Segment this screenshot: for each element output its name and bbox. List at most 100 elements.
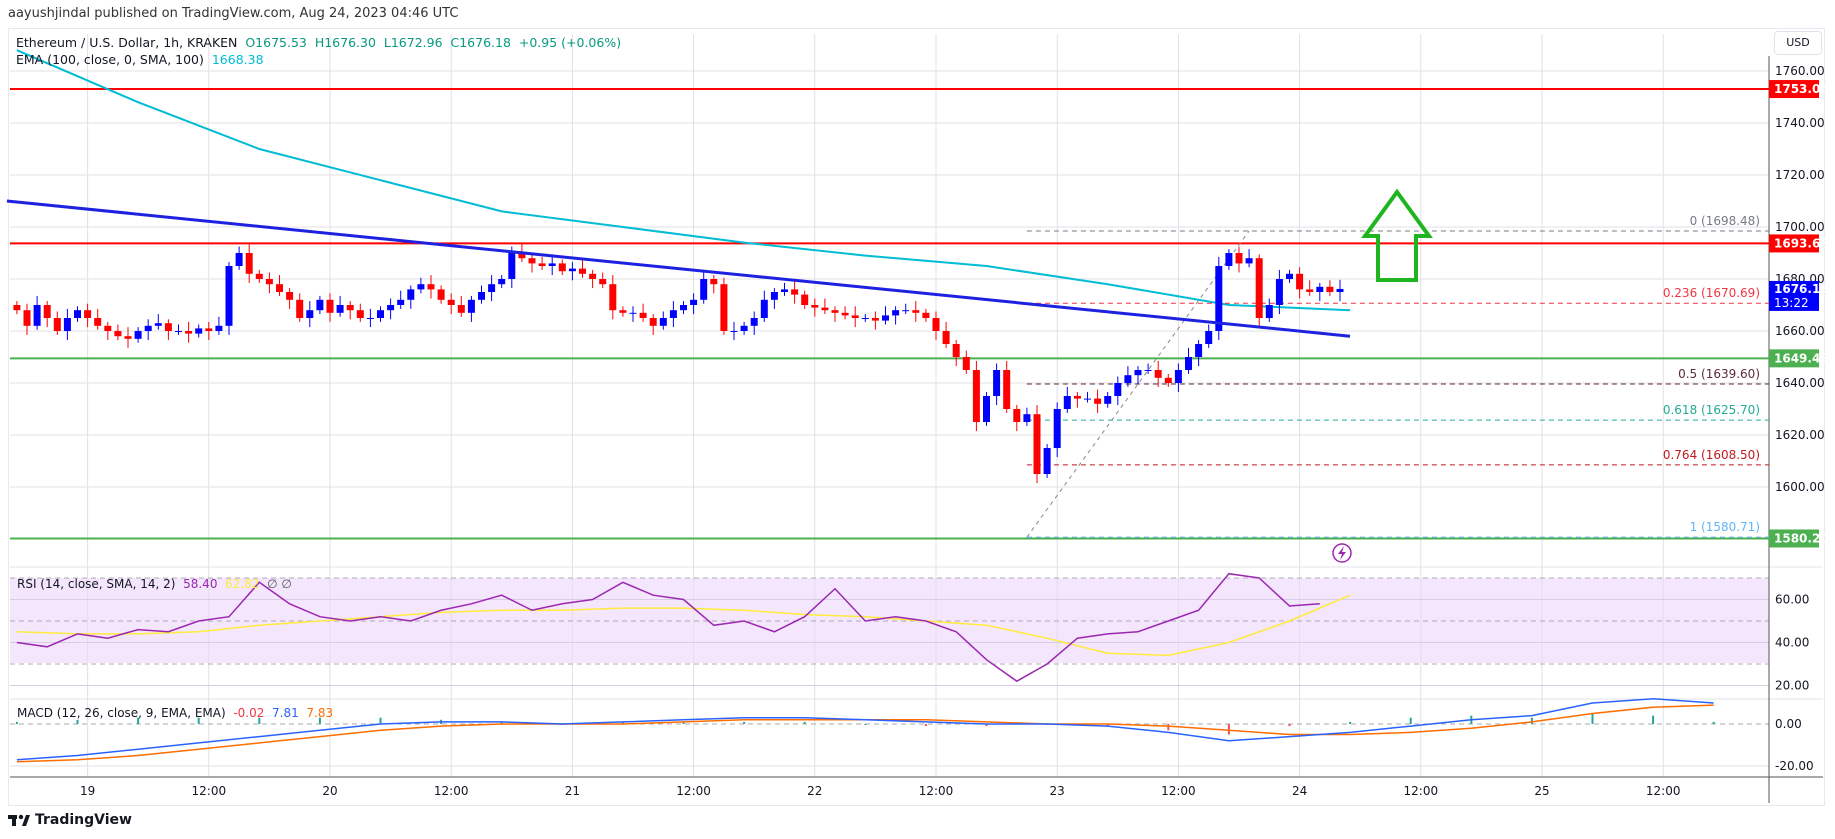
rsi-axis-label: 20.00 — [1775, 679, 1809, 693]
candle-down — [579, 268, 586, 274]
candle-up — [488, 284, 496, 292]
candle-up — [154, 323, 162, 326]
candle-down — [296, 299, 304, 318]
price-level-tag-label: 1753.06 — [1774, 82, 1829, 96]
candle-up — [1084, 398, 1091, 400]
candle-up — [498, 279, 506, 285]
candle-down — [962, 357, 970, 370]
symbol-title[interactable]: Ethereum / U.S. Dollar, 1h, KRAKEN — [16, 35, 238, 50]
macd-histogram-bar — [924, 724, 927, 727]
candle-down — [912, 310, 920, 313]
rsi-label[interactable]: RSI (14, close, SMA, 14, 2) — [17, 577, 176, 591]
candle-up — [730, 331, 738, 332]
macd-histogram-bar — [258, 717, 261, 724]
time-axis-label: 22 — [807, 784, 822, 798]
candle-down — [952, 344, 960, 357]
candle-up — [1316, 286, 1324, 292]
candle-down — [609, 284, 617, 311]
candle-up — [478, 292, 485, 300]
candle-down — [599, 279, 607, 285]
candle-down — [124, 336, 132, 339]
fib-level-label: 0.764 (1608.50) — [1663, 448, 1760, 462]
fib-trend-line — [1026, 230, 1250, 538]
tradingview-logo[interactable]: TradingView — [8, 812, 132, 828]
candle-up — [175, 331, 182, 332]
candle-down — [286, 292, 294, 300]
publisher-line: aayushjindal published on TradingView.co… — [8, 6, 459, 21]
candle-down — [518, 253, 526, 259]
candle-down — [1235, 253, 1243, 264]
candle-down — [1255, 258, 1263, 318]
price-axis-label: 1620.00 — [1775, 428, 1825, 442]
candle-down — [871, 318, 879, 321]
macd-histogram-bar — [1349, 721, 1352, 724]
candle-up — [1265, 305, 1273, 318]
macd-label[interactable]: MACD (12, 26, close, 9, EMA, EMA) — [17, 706, 226, 720]
fib-level-label: 0.236 (1670.69) — [1663, 286, 1760, 300]
candle-down — [821, 307, 829, 311]
candle-up — [700, 279, 708, 300]
candle-up — [740, 325, 748, 331]
currency-button[interactable]: USD — [1774, 31, 1822, 55]
ema-label[interactable]: EMA (100, close, 0, SMA, 100) — [16, 52, 204, 67]
candle-up — [902, 310, 910, 312]
candle-down — [255, 273, 263, 279]
fib-level-label: 0.5 (1639.60) — [1678, 367, 1760, 381]
price-axis-label: 1660.00 — [1775, 324, 1825, 338]
candle-down — [1003, 370, 1011, 409]
time-axis-label: 21 — [565, 784, 580, 798]
candle-down — [276, 284, 283, 292]
lightning-icon — [1332, 543, 1352, 563]
candle-up — [1245, 258, 1253, 264]
candle-up — [568, 268, 576, 272]
macd-legend: MACD (12, 26, close, 9, EMA, EMA) -0.02 … — [17, 706, 333, 720]
candle-up — [417, 284, 425, 290]
time-axis-label: 12:00 — [434, 784, 469, 798]
candle-down — [538, 263, 546, 266]
candle-down — [649, 318, 657, 326]
candle-up — [1023, 414, 1031, 422]
price-level-tag-label: 1649.48 — [1774, 351, 1829, 365]
candle-down — [720, 284, 728, 331]
macd-histogram-bar — [1591, 713, 1594, 724]
candle-down — [841, 312, 849, 316]
candle-down — [185, 331, 193, 334]
time-axis-label: 12:00 — [1404, 784, 1439, 798]
candle-up — [1215, 266, 1223, 331]
rsi-line — [16, 572, 1320, 683]
rsi-axis-label: 60.00 — [1775, 593, 1809, 607]
candle-down — [356, 310, 364, 318]
last-price-tag — [1769, 280, 1819, 311]
ohlc-close: C1676.18 — [450, 35, 511, 50]
candle-down — [114, 331, 122, 337]
ema-value: 1668.38 — [211, 52, 264, 67]
macd-histogram-bar — [682, 721, 685, 724]
candle-down — [94, 318, 102, 326]
macd-signal-value: 7.83 — [306, 706, 334, 720]
price-level-tag — [1769, 80, 1819, 99]
time-axis-label: 12:00 — [1646, 784, 1681, 798]
candle-down — [346, 305, 354, 311]
countdown-label: 13:22 — [1774, 296, 1809, 310]
candle-down — [23, 310, 31, 326]
candle-up — [1174, 370, 1182, 383]
ohlc-high: H1676.30 — [314, 35, 376, 50]
candle-up — [215, 325, 223, 331]
macd-histogram-bar — [1712, 721, 1715, 724]
candle-up — [1336, 288, 1344, 292]
candle-up — [1043, 448, 1051, 474]
macd-histogram-bar — [864, 724, 867, 725]
candle-up — [1144, 370, 1152, 371]
rsi-legend: RSI (14, close, SMA, 14, 2) 58.40 62.82 … — [17, 577, 292, 591]
candle-up — [1114, 383, 1122, 396]
candle-up — [387, 305, 395, 311]
candle-down — [922, 312, 930, 318]
candle-up — [548, 263, 556, 266]
candle-down — [1154, 370, 1162, 378]
candle-up — [508, 253, 516, 279]
macd-histogram-bar — [1652, 715, 1655, 724]
candle-down — [801, 294, 809, 305]
candle-up — [33, 305, 41, 326]
candle-up — [1124, 375, 1132, 383]
